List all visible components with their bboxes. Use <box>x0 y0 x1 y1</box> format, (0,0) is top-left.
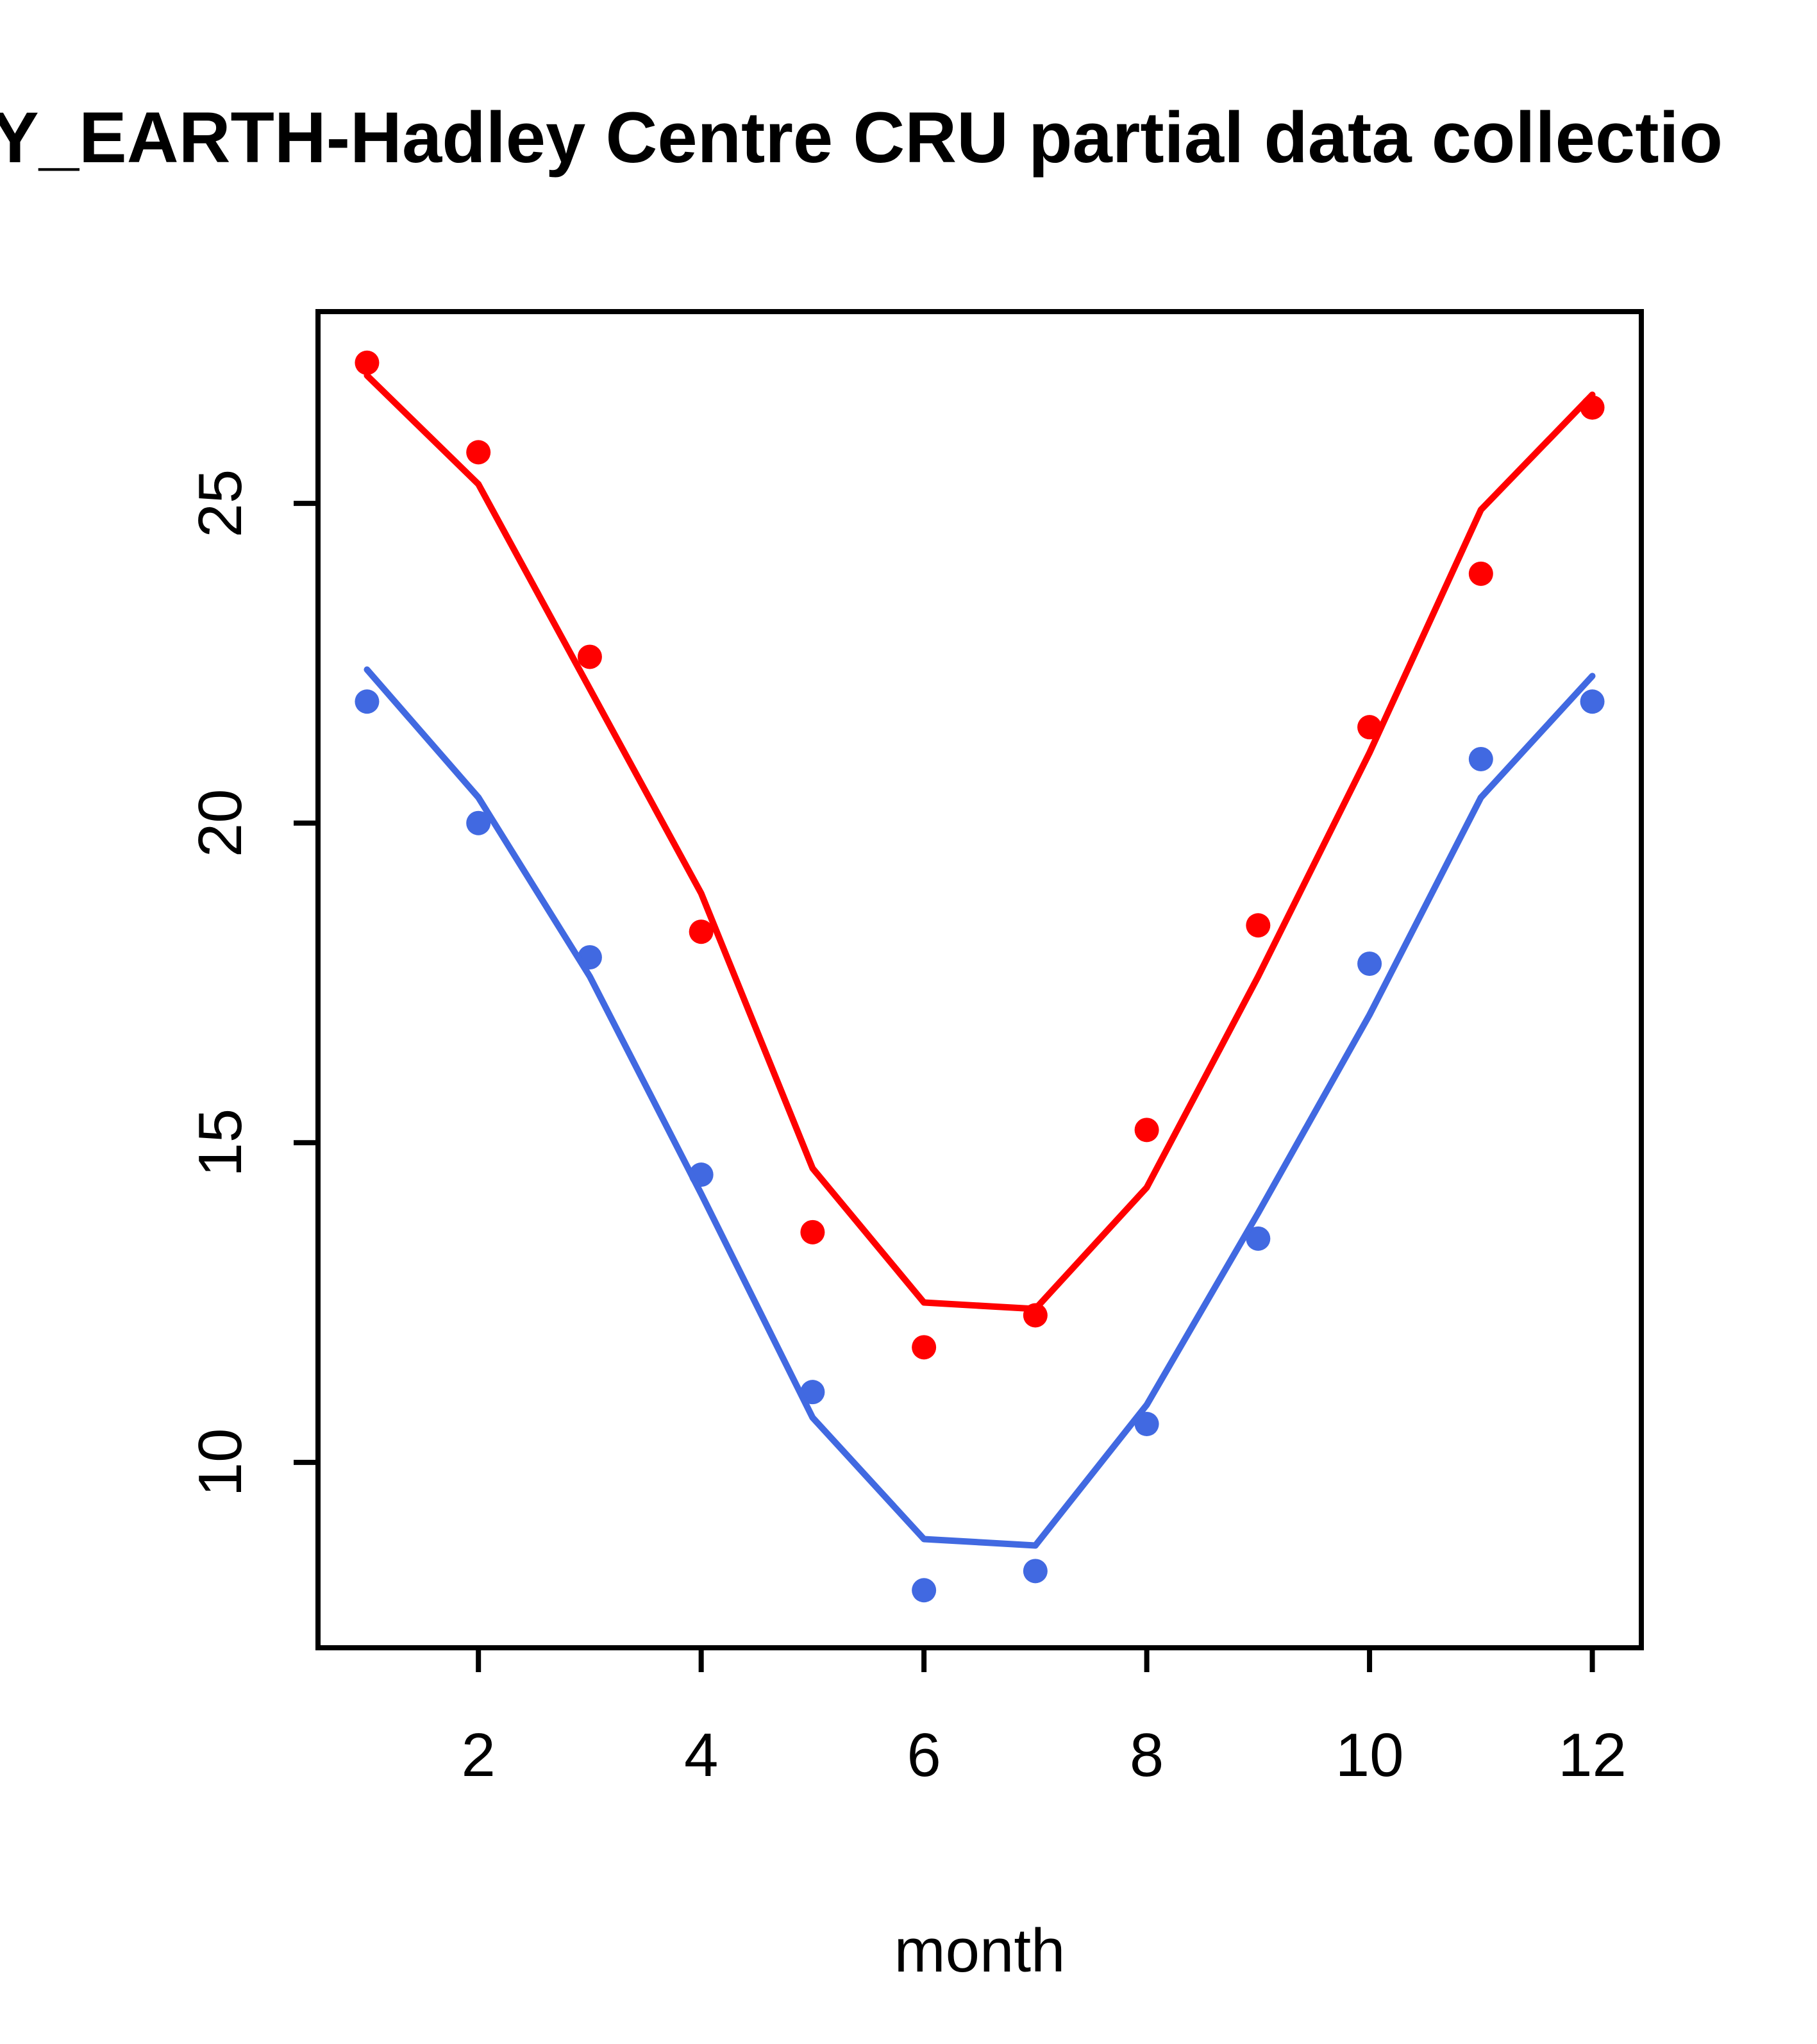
red-observed-points-point <box>1468 561 1493 586</box>
red-observed-points-point <box>1134 1118 1159 1143</box>
plot-box <box>315 309 1644 1650</box>
x-tick-label: 2 <box>461 1721 495 1789</box>
red-observed-points-point <box>466 440 491 465</box>
red-observed-points-point <box>355 350 380 375</box>
blue-observed-points-point <box>1468 746 1493 771</box>
red-observed-points-point <box>1246 913 1271 938</box>
blue-observed-points-point <box>355 689 380 714</box>
blue-observed-points-point <box>1134 1412 1159 1437</box>
chart-title: Y_EARTH-Hadley Centre CRU partial data c… <box>0 97 1723 178</box>
blue-fitted-line <box>364 666 1596 1549</box>
blue-observed-points-point <box>1023 1559 1048 1584</box>
y-tick-label: 10 <box>186 1428 255 1496</box>
blue-observed-points-point <box>1246 1226 1271 1251</box>
red-observed-points-point <box>689 919 714 944</box>
y-tick-label: 25 <box>186 469 255 538</box>
blue-observed-points-point <box>800 1380 825 1405</box>
red-observed-points-point <box>800 1219 825 1244</box>
y-tick-label: 15 <box>186 1109 255 1177</box>
x-tick-label: 10 <box>1336 1721 1404 1789</box>
red-observed-points-point <box>912 1335 937 1360</box>
blue-observed-points-point <box>466 810 491 835</box>
blue-observed-points-point <box>912 1578 937 1603</box>
red-fitted-line <box>364 372 1596 1312</box>
y-tick-label: 20 <box>186 789 255 857</box>
red-observed-points-point <box>577 644 602 669</box>
x-tick-label: 4 <box>684 1721 718 1789</box>
blue-observed-points-point <box>1580 689 1605 714</box>
x-tick-label: 6 <box>907 1721 941 1789</box>
blue-observed-points-point <box>1357 951 1382 976</box>
x-axis-label: month <box>894 1916 1066 1985</box>
x-tick-label: 12 <box>1558 1721 1627 1789</box>
x-tick-label: 8 <box>1130 1721 1164 1789</box>
